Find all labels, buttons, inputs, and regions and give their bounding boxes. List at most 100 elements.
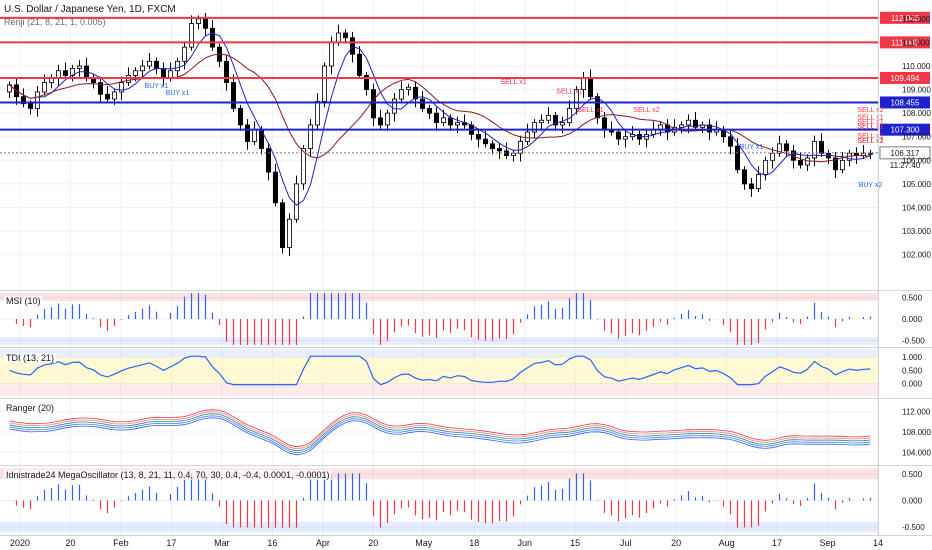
- candle-body: [132, 70, 138, 76]
- level-badge-label: 108.455: [891, 98, 920, 107]
- symbol-title[interactable]: U.S. Dollar / Japanese Yen, 1D, FXCM: [4, 4, 176, 15]
- candle: [567, 100, 573, 127]
- candle-body: [440, 117, 446, 124]
- candle: [693, 111, 699, 131]
- signal-label: SELL x1: [556, 88, 582, 95]
- y-tick-label: 110.000: [902, 62, 931, 71]
- candle-body: [251, 129, 257, 142]
- msi-pane-label[interactable]: MSI (10): [4, 296, 43, 306]
- y-tick-label: 108.000: [902, 428, 931, 437]
- candle: [503, 142, 509, 160]
- x-tick-label: 18: [469, 538, 479, 548]
- x-tick-label: 17: [166, 538, 176, 548]
- candle: [77, 60, 83, 77]
- candle-body: [798, 159, 804, 166]
- signal-label: SELL x1: [857, 119, 883, 126]
- candle: [532, 119, 538, 138]
- candle-body: [510, 152, 516, 157]
- candle-body: [265, 148, 271, 173]
- candle: [721, 126, 727, 143]
- candle-body: [686, 119, 692, 126]
- candle: [742, 166, 748, 190]
- candle: [805, 154, 811, 171]
- y-tick-label: 0.500: [902, 366, 923, 375]
- candle: [321, 62, 327, 108]
- candle: [307, 119, 313, 157]
- y-tick-label: 102.000: [902, 251, 931, 260]
- candle: [105, 86, 111, 103]
- candle: [784, 140, 790, 157]
- candle-body: [146, 60, 152, 67]
- signal-label: SELL x2: [633, 107, 659, 114]
- candle: [433, 107, 439, 131]
- candle: [419, 90, 425, 112]
- candle: [49, 74, 55, 89]
- candle-body: [588, 77, 594, 98]
- candle: [398, 81, 404, 103]
- threshold-band: [0, 521, 878, 533]
- candle-body: [188, 23, 194, 48]
- candle-body: [63, 70, 69, 76]
- signal-label: BUY x1: [740, 144, 764, 151]
- candle: [546, 107, 552, 124]
- candle: [588, 69, 594, 101]
- y-tick-label: 0.000: [902, 497, 923, 506]
- candle-body: [230, 82, 236, 109]
- y-tick-label: -0.500: [902, 337, 925, 346]
- y-tick-label: 111.000: [902, 38, 930, 47]
- mega-pane-label[interactable]: Idnistrade24 MegaOscillator (13, 8, 21, …: [4, 470, 332, 480]
- candle-body: [770, 152, 776, 161]
- candle: [496, 142, 502, 160]
- candle: [342, 29, 348, 44]
- candle-body: [595, 96, 601, 119]
- candle-body: [139, 65, 145, 72]
- horizontal-levels[interactable]: 112.043 111.002 109.494 108.455 107.300 106.3…: [0, 11, 931, 170]
- ranger-pane-label[interactable]: Ranger (20): [4, 403, 57, 413]
- candle: [7, 81, 12, 98]
- x-tick-label: 20: [65, 538, 75, 548]
- candle-body: [272, 171, 278, 204]
- y-tick-label: -0.500: [902, 523, 925, 532]
- candle: [139, 60, 145, 79]
- candle-body: [553, 115, 559, 126]
- candle-body: [398, 89, 404, 100]
- candle: [868, 149, 874, 160]
- candle: [384, 109, 390, 131]
- x-tick-label: Jul: [620, 538, 632, 548]
- candle-body: [763, 159, 769, 175]
- candle-body: [833, 157, 839, 171]
- candle: [728, 130, 734, 155]
- candle-body: [868, 152, 874, 155]
- candle: [300, 145, 306, 190]
- candle-body: [286, 218, 292, 248]
- threshold-band: [0, 468, 878, 480]
- candle: [405, 83, 411, 96]
- candle-body: [195, 18, 201, 24]
- candle: [644, 128, 650, 148]
- signal-label: SELL x1: [857, 138, 883, 145]
- candle-body: [412, 86, 418, 100]
- candle-body: [167, 70, 173, 79]
- candle-body: [174, 60, 180, 72]
- candle-body: [370, 89, 376, 119]
- tdi-pane-label[interactable]: TDI (13, 21): [4, 353, 57, 363]
- candle: [525, 123, 531, 145]
- x-tick-label: Aug: [719, 538, 735, 548]
- candle: [209, 20, 215, 51]
- candle-body: [623, 136, 629, 140]
- candle-body: [7, 84, 12, 93]
- x-tick-label: Apr: [316, 538, 330, 548]
- price-indicator-label[interactable]: Renji (21, 8, 21, 1, 0.005): [4, 17, 106, 27]
- y-tick-label: 112.000: [902, 408, 931, 417]
- candle-body: [489, 143, 495, 149]
- y-tick-label: 105.000: [902, 180, 931, 189]
- candle: [616, 128, 622, 145]
- candle-body: [693, 119, 699, 128]
- candle-body: [756, 174, 762, 190]
- level-badge: [880, 71, 930, 84]
- y-tick-label: 104.000: [902, 203, 931, 212]
- candle: [63, 62, 69, 79]
- candle: [637, 130, 643, 145]
